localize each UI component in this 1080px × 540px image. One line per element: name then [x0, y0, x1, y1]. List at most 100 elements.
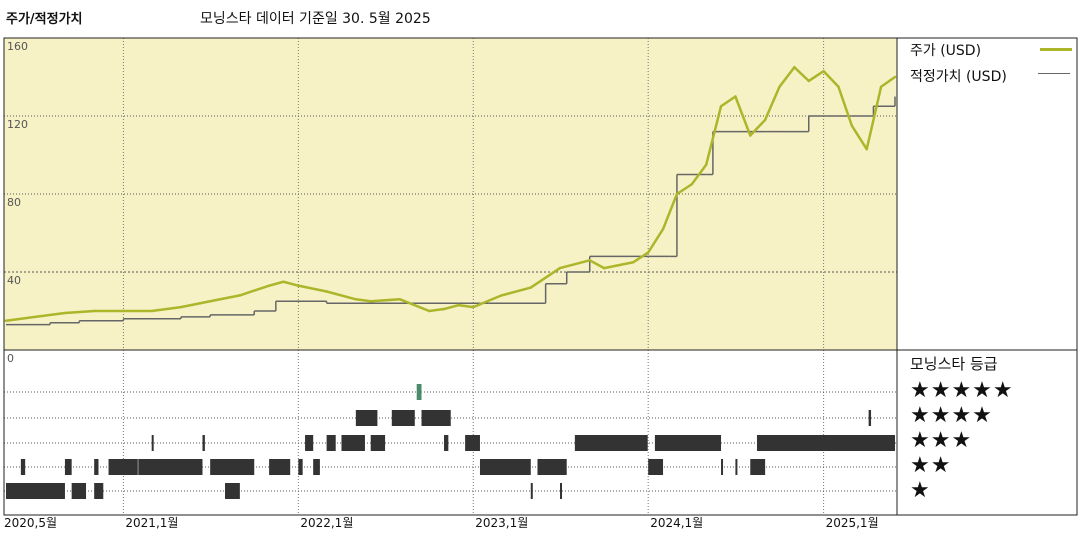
- price-segment: [354, 298, 372, 303]
- legend-fair-swatch: [1038, 73, 1070, 74]
- y-tick-label: 80: [7, 196, 21, 209]
- y-tick-label: 40: [7, 274, 21, 287]
- price-segment: [267, 280, 285, 287]
- price-segment: [63, 309, 96, 315]
- plot-frame: [3, 37, 1078, 516]
- rating-bar-2: [94, 459, 99, 475]
- y-tick-label: 0: [7, 352, 14, 365]
- rating-bar-1: [225, 483, 240, 499]
- price-segment: [719, 95, 737, 108]
- legend-fair-label: 적정가치 (USD): [910, 69, 1007, 85]
- price-segment: [763, 85, 781, 122]
- rating-bar-3: [341, 435, 365, 451]
- price-segment: [661, 192, 679, 231]
- x-tick-label: 2024,1월: [650, 516, 704, 530]
- price-segment: [588, 259, 606, 270]
- rating-bar-4: [868, 410, 872, 426]
- rating-row-5: ★★★★★: [910, 378, 1014, 403]
- x-tick-label: 2022,1월: [300, 516, 354, 530]
- price-segment: [297, 284, 328, 293]
- price-segment: [632, 251, 650, 264]
- rating-grid: [4, 391, 897, 492]
- price-segment: [398, 298, 431, 313]
- rating-bar-2: [750, 459, 766, 475]
- rating-bar-2: [721, 459, 724, 475]
- rating-bar-1: [71, 483, 87, 499]
- y-tick-label: 120: [7, 118, 28, 131]
- price-segment: [150, 305, 183, 313]
- price-series: [4, 66, 897, 322]
- rating-bar-3: [202, 435, 205, 451]
- rating-bar-3: [574, 435, 648, 451]
- price-segment: [33, 311, 67, 319]
- rating-bar-1: [560, 483, 563, 499]
- price-segment: [704, 105, 723, 166]
- rating-bar-3: [756, 435, 895, 451]
- price-segment: [690, 163, 708, 186]
- price-segment: [602, 261, 635, 270]
- price-segment: [807, 69, 825, 83]
- rating-row-3: ★★★: [910, 428, 973, 453]
- rating-bar-4: [355, 410, 378, 426]
- price-segment: [749, 118, 767, 137]
- x-tick-label: 2025,1월: [825, 516, 879, 530]
- legend-price-label: 주가 (USD): [910, 43, 982, 59]
- price-grid: [4, 38, 897, 515]
- rating-row-2: ★★: [910, 453, 952, 478]
- rating-row-1: ★: [910, 478, 931, 503]
- price-segment: [472, 294, 503, 309]
- y-axis-ticks: 160 120 80 40 0: [7, 40, 28, 365]
- price-segment: [837, 85, 854, 127]
- rating-bar-1: [530, 483, 533, 499]
- fair-value-series: [6, 96, 896, 326]
- price-segment: [500, 286, 533, 297]
- rating-bar-2: [108, 459, 138, 475]
- rating-bar-1: [6, 483, 65, 499]
- rating-bar-4: [391, 410, 415, 426]
- price-segment: [4, 315, 37, 322]
- rating-bar-2: [479, 459, 531, 475]
- rating-row-4: ★★★★: [910, 403, 993, 428]
- rating-bar-2: [648, 459, 664, 475]
- price-segment: [793, 66, 810, 83]
- price-segment: [865, 85, 883, 151]
- price-segment: [646, 227, 665, 254]
- price-segment: [442, 303, 460, 311]
- rating-bar-3: [465, 435, 480, 451]
- price-segment: [208, 294, 242, 303]
- x-tick-label: 2020,5월: [4, 516, 58, 530]
- price-segment: [238, 284, 271, 297]
- rating-bar-2: [537, 459, 567, 475]
- price-segment: [427, 307, 446, 313]
- rating-bar-2: [138, 459, 203, 475]
- price-segment: [675, 183, 694, 196]
- rating-bar-2: [210, 459, 255, 475]
- x-tick-label: 2021,1월: [125, 516, 179, 530]
- price-segment: [325, 290, 358, 301]
- price-segment: [778, 66, 796, 88]
- rating-bar-2: [20, 459, 26, 475]
- rating-title: 모닝스타 등급: [910, 355, 998, 373]
- price-segment: [179, 300, 212, 309]
- chart-title: 주가/적정가치: [6, 12, 83, 27]
- rating-bar-3: [370, 435, 386, 451]
- rating-bars: [6, 384, 895, 499]
- rating-bar-3: [151, 435, 154, 451]
- rating-bar-2: [64, 459, 72, 475]
- rating-bar-2: [735, 459, 738, 475]
- data-date-label: 모닝스타 데이터 기준일 30. 5월 2025: [200, 11, 431, 27]
- rating-bar-3: [444, 435, 449, 451]
- price-segment: [850, 124, 868, 151]
- rating-bar-1: [94, 483, 104, 499]
- legend-price-swatch: [1040, 48, 1072, 51]
- price-segment: [529, 266, 562, 289]
- y-tick-label: 160: [7, 40, 28, 53]
- rating-bar-3: [326, 435, 336, 451]
- rating-bar-4: [421, 410, 451, 426]
- price-segment: [879, 75, 897, 88]
- rating-bar-2: [269, 459, 291, 475]
- rating-bar-2: [298, 459, 303, 475]
- price-segment: [369, 298, 402, 303]
- rating-bar-3: [654, 435, 722, 451]
